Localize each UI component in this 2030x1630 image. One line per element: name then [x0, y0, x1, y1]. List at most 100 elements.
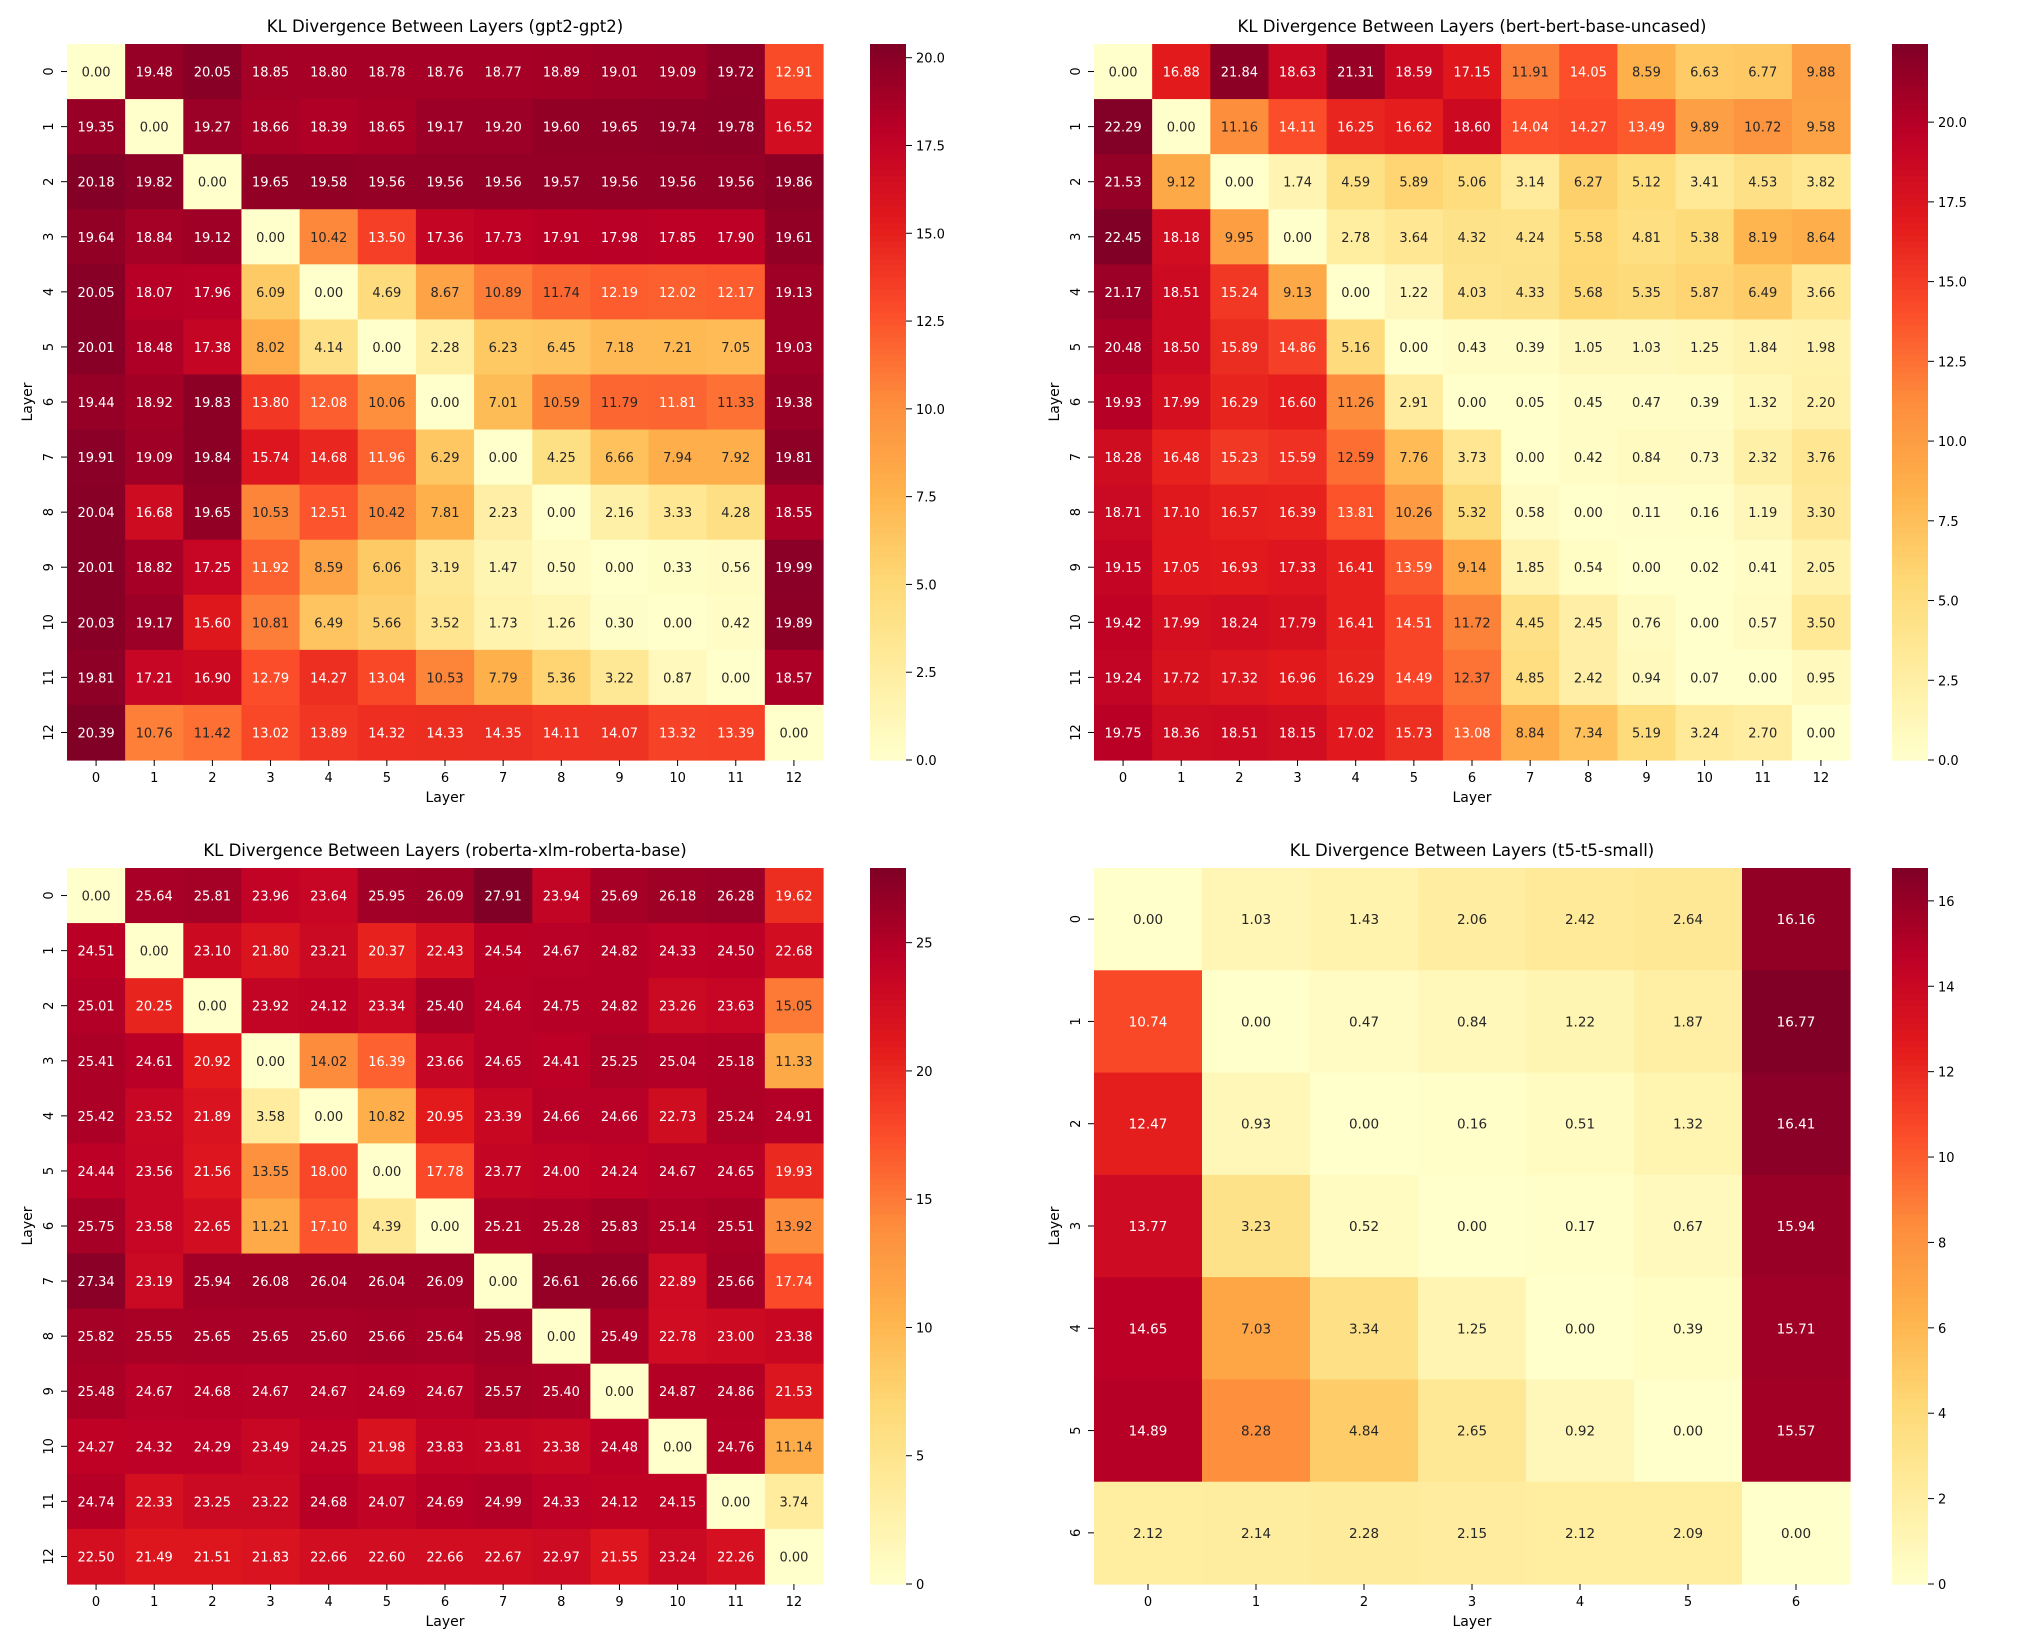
heatmap-cell [1094, 649, 1153, 706]
heatmap-cell [764, 1473, 824, 1530]
colorbar-segment [870, 228, 906, 236]
cell-value-label: 7.05 [721, 341, 750, 356]
heatmap-cell [532, 704, 591, 761]
y-tick-label: 3 [42, 1057, 57, 1065]
cell-value-label: 14.86 [1279, 341, 1316, 356]
heatmap-cell [1418, 1277, 1527, 1381]
cell-value-label: 24.66 [601, 1110, 638, 1125]
colorbar-segment [1892, 79, 1928, 87]
colorbar-segment [870, 1530, 906, 1537]
cell-value-label: 5.35 [1632, 286, 1661, 301]
colorbar: 0.02.55.07.510.012.515.017.520.0 [870, 44, 945, 769]
cell-value-label: 16.68 [136, 506, 173, 521]
heatmap-cell [474, 1473, 533, 1530]
cell-value-label: 21.83 [252, 1550, 289, 1565]
heatmap-cell [1094, 539, 1153, 596]
colorbar-segment [1892, 1410, 1928, 1418]
heatmap-cell [1733, 264, 1793, 320]
cell-value-label: 14.02 [310, 1055, 347, 1070]
colorbar-segment [1892, 700, 1928, 707]
colorbar-tick-label: 12.5 [916, 315, 945, 330]
y-tick-label: 9 [42, 1387, 57, 1395]
cell-value-label: 11.72 [1453, 616, 1490, 631]
cell-value-label: 25.94 [194, 1275, 231, 1290]
cell-value-label: 22.78 [659, 1330, 696, 1345]
cell-value-label: 24.12 [601, 1495, 638, 1510]
colorbar-segment [870, 1220, 906, 1227]
cell-value-label: 15.94 [1777, 1219, 1816, 1235]
x-tick-label: 7 [1526, 771, 1534, 786]
heatmap-cell [357, 209, 417, 265]
heatmap-cell [1526, 970, 1635, 1074]
heatmap-cell [1742, 1379, 1851, 1483]
colorbar-segment [870, 1357, 906, 1364]
colorbar-segment [870, 957, 906, 965]
cell-value-label: 19.78 [717, 121, 754, 136]
heatmap-cell [1733, 429, 1793, 486]
colorbar-segment [1892, 193, 1928, 200]
cell-value-label: 2.06 [1457, 912, 1487, 928]
colorbar-tick-label: 16 [1938, 895, 1955, 910]
cell-value-label: 21.55 [601, 1550, 638, 1565]
heatmap-cell [415, 539, 475, 596]
colorbar-segment [1892, 963, 1928, 971]
colorbar-segment [1892, 431, 1928, 439]
cell-value-label: 3.76 [1806, 451, 1835, 466]
cell-value-label: 24.68 [310, 1495, 347, 1510]
cell-value-label: 19.99 [775, 561, 812, 576]
cell-value-label: 9.14 [1458, 561, 1487, 576]
y-tick-label: 4 [42, 1112, 57, 1120]
heatmap-cell [1268, 154, 1328, 210]
heatmap-cell [1442, 649, 1502, 706]
colorbar-segment [870, 1041, 906, 1048]
colorbar-tick-label: 20.0 [1938, 116, 1967, 131]
heatmap-cell [183, 1143, 243, 1200]
cell-value-label: 25.14 [659, 1220, 696, 1235]
colorbar-segment [1892, 85, 1928, 93]
colorbar-segment [1892, 652, 1928, 660]
cell-value-label: 1.26 [547, 616, 576, 631]
cell-value-label: 2.42 [1565, 912, 1595, 928]
cell-value-label: 24.07 [368, 1495, 405, 1510]
colorbar-segment [870, 1470, 906, 1478]
heatmap-cell [1326, 649, 1386, 706]
cell-value-label: 3.33 [663, 506, 692, 521]
cell-value-label: 15.89 [1221, 341, 1258, 356]
cell-value-label: 0.50 [547, 561, 576, 576]
heatmap-cell [125, 1308, 184, 1365]
heatmap-cell [1384, 154, 1444, 210]
x-tick-label: 4 [1576, 1595, 1584, 1610]
cell-value-label: 0.52 [1349, 1219, 1379, 1235]
heatmap-cell [1526, 1481, 1635, 1585]
colorbar-segment [1892, 1458, 1928, 1466]
colorbar-segment [870, 342, 906, 349]
colorbar-segment [1892, 402, 1928, 409]
colorbar-segment [1892, 258, 1928, 266]
heatmap-panel-0: KL Divergence Between Layers (gpt2-gpt2)… [20, 17, 945, 806]
y-tick-label: 7 [42, 1277, 57, 1285]
heatmap-cell [474, 209, 533, 265]
cell-value-label: 3.24 [1690, 726, 1719, 741]
cell-value-label: 18.60 [1453, 121, 1490, 136]
colorbar-segment [1892, 360, 1928, 367]
heatmap-cell [474, 1143, 533, 1200]
heatmap-cell [1733, 154, 1793, 210]
colorbar-segment [1892, 1399, 1928, 1406]
heatmap-cell [1791, 704, 1851, 761]
heatmap-cell [1384, 319, 1444, 376]
heatmap-cell [532, 319, 591, 376]
cell-value-label: 19.82 [136, 176, 173, 191]
cell-value-label: 25.25 [601, 1055, 638, 1070]
colorbar-segment [1892, 718, 1928, 725]
colorbar-segment [870, 1321, 906, 1329]
x-tick-label: 11 [1754, 771, 1771, 786]
heatmap-cell [357, 44, 417, 100]
heatmap-cell [241, 1088, 301, 1144]
colorbar-segment [1892, 706, 1928, 713]
cell-value-label: 25.57 [485, 1385, 522, 1400]
colorbar-segment [1892, 939, 1928, 947]
cell-value-label: 25.82 [77, 1330, 114, 1345]
cell-value-label: 17.90 [717, 231, 754, 246]
